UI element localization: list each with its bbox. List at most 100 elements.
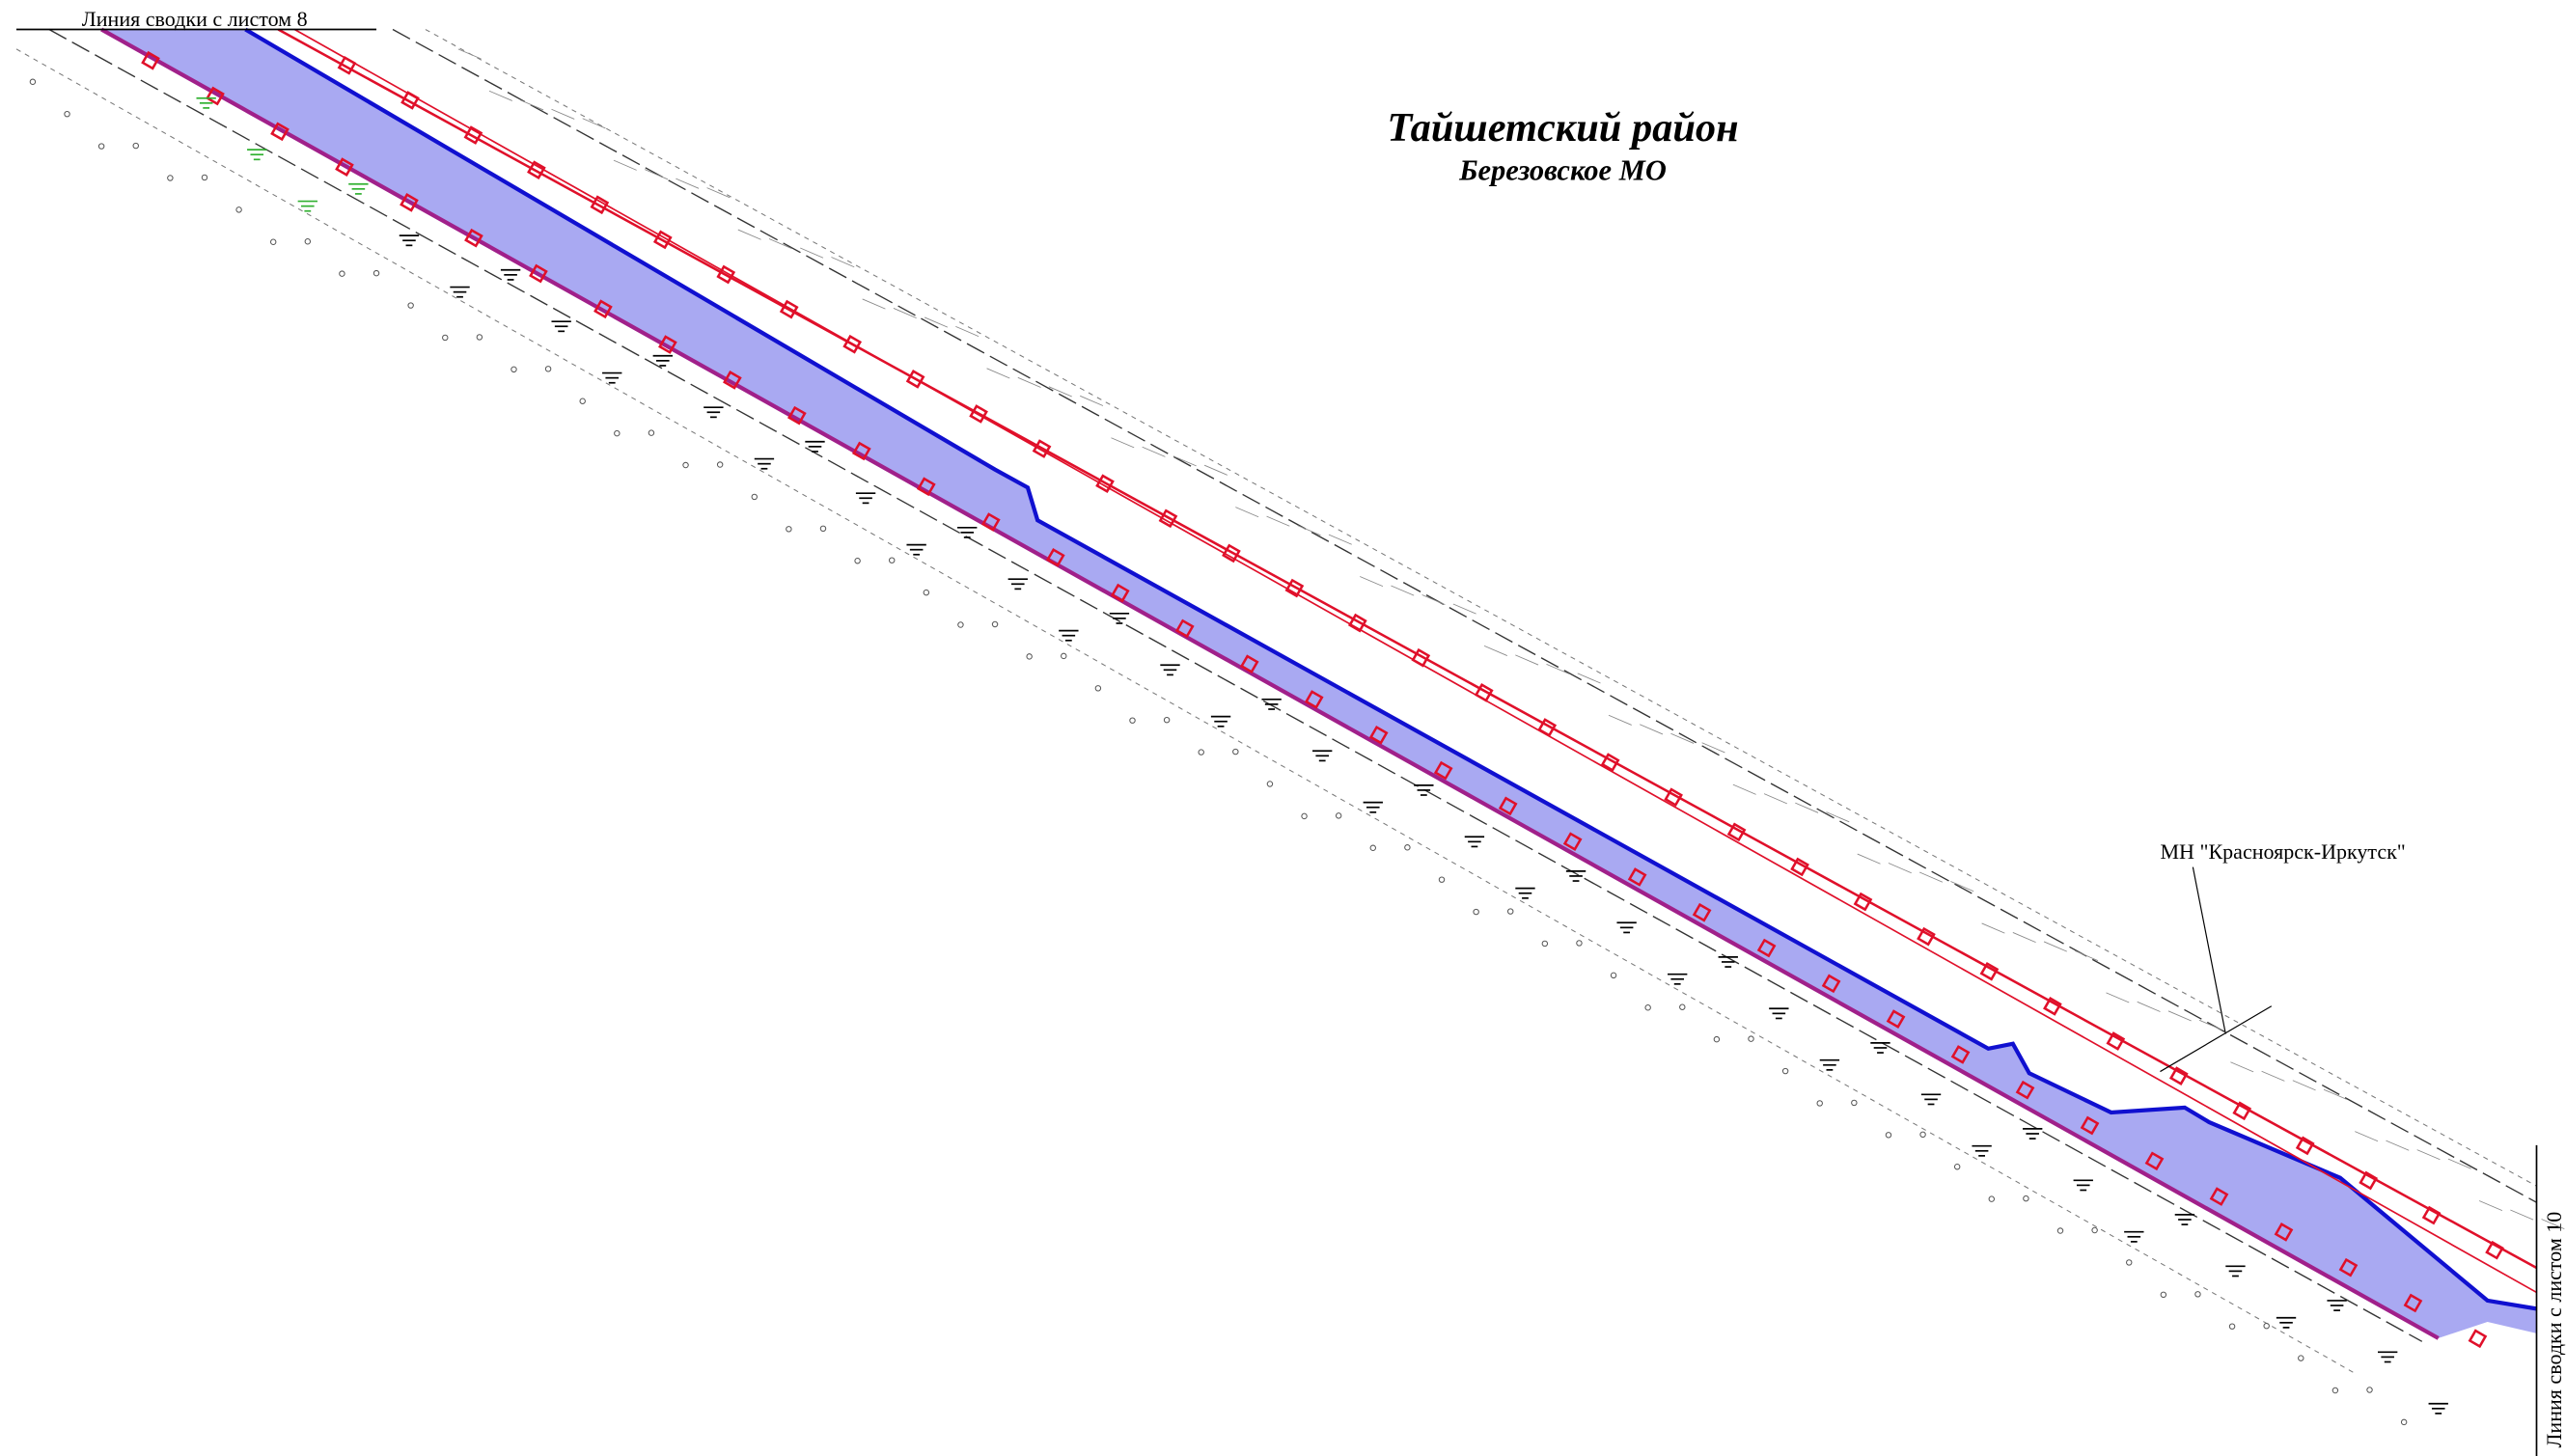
boundary-marker	[842, 334, 863, 354]
boundary-marker	[400, 193, 419, 212]
survey-point	[991, 620, 999, 628]
boundary-marker	[1032, 439, 1052, 458]
contour-tick	[768, 238, 792, 250]
contour-tick	[1546, 663, 1570, 674]
boundary-marker	[335, 157, 354, 177]
survey-point	[957, 621, 964, 628]
survey-point	[1816, 1100, 1823, 1107]
boundary-marker	[2295, 1136, 2315, 1156]
survey-point	[1061, 652, 1067, 660]
survey-point	[1232, 748, 1239, 755]
survey-point	[2331, 1387, 2339, 1394]
match-line-label: Линия сводки с листом 8	[82, 7, 308, 31]
contour-tick	[2075, 950, 2099, 961]
boundary-marker	[1692, 902, 1712, 922]
match-line-label: Линия сводки с листом 10	[2542, 1212, 2566, 1448]
contour-tick	[2510, 1209, 2534, 1221]
contour-tick	[2198, 1019, 2223, 1030]
contour-tick	[2012, 932, 2036, 943]
boundary-marker	[270, 122, 290, 142]
boundary-marker	[1917, 926, 1936, 947]
boundary-marker	[1174, 618, 1195, 639]
boundary-marker	[2274, 1222, 2294, 1242]
boundary-marker	[464, 228, 483, 248]
red-line-upper	[277, 28, 2538, 1270]
contour-tick	[520, 99, 544, 111]
contour-tick	[644, 169, 669, 180]
survey-point	[2298, 1355, 2304, 1361]
survey-point	[1438, 876, 1446, 883]
contour-tick	[1919, 871, 1944, 883]
boundary-marker	[2144, 1151, 2165, 1171]
contour-tick	[1452, 603, 1476, 615]
boundary-marker	[1347, 613, 1367, 633]
boundary-marker	[2421, 1205, 2442, 1225]
survey-point	[2023, 1195, 2029, 1202]
contour-tick	[2043, 941, 2067, 952]
survey-point	[476, 334, 483, 341]
contour-tick	[2478, 1200, 2503, 1212]
boundary-marker	[1158, 508, 1178, 529]
contour-tick	[2137, 1001, 2161, 1012]
boundary-marker	[2468, 1329, 2488, 1349]
contour-tick	[1981, 922, 2005, 934]
contour-tick	[2167, 1010, 2192, 1022]
survey-point	[2194, 1291, 2201, 1298]
contour-tick	[488, 90, 512, 101]
boundary-marker	[593, 299, 613, 319]
boundary-marker	[1562, 832, 1583, 852]
contour-tick	[831, 257, 855, 268]
survey-point	[2400, 1418, 2408, 1426]
survey-point	[923, 589, 930, 596]
survey-point	[97, 143, 105, 150]
dotted-line	[425, 29, 2537, 1187]
contour-tick	[862, 298, 886, 310]
boundary-marker	[2359, 1170, 2379, 1191]
contour-tick	[1142, 446, 1166, 457]
survey-point	[579, 398, 586, 404]
boundary-marker	[779, 299, 799, 319]
map-layer: Линия сводки с листом 8 Тайшетский район…	[15, 7, 2566, 1456]
dashed-line	[48, 28, 2423, 1342]
boundary-marker	[2015, 1080, 2035, 1100]
boundary-marker	[2106, 1031, 2126, 1051]
boundary-marker	[1095, 474, 1115, 494]
contour-tick	[955, 326, 979, 337]
boundary-marker	[2209, 1187, 2229, 1206]
boundary-marker	[337, 55, 357, 75]
boundary-marker	[1368, 725, 1389, 745]
boundary-marker	[1726, 822, 1747, 842]
boundary-marker	[1821, 974, 1841, 994]
contour-tick	[2541, 1219, 2565, 1230]
zone-area	[101, 29, 2537, 1338]
survey-point	[1266, 781, 1274, 787]
survey-point	[1335, 812, 1342, 819]
survey-point	[372, 269, 380, 277]
boundary-marker	[1474, 683, 1494, 702]
contour-tick	[1080, 395, 1104, 406]
survey-point	[888, 557, 896, 563]
zone-boundary	[244, 27, 2537, 1311]
boundary-marker	[2168, 1066, 2189, 1085]
survey-point	[1576, 940, 1583, 947]
contour-tick	[676, 178, 700, 189]
boundary-marker	[1756, 938, 1777, 958]
contour-tick	[1950, 881, 1974, 893]
survey-point	[1369, 844, 1376, 851]
contour-tick	[2355, 1131, 2379, 1142]
contour-tick	[551, 108, 575, 120]
survey-point	[407, 302, 414, 309]
boundary-marker	[529, 263, 548, 284]
contour-tick	[1763, 793, 1787, 805]
boundary-marker	[1853, 892, 1873, 912]
boundary-marker	[2403, 1293, 2423, 1313]
survey-point	[1781, 1067, 1789, 1075]
contour-tick	[2261, 1070, 2285, 1082]
contour-tick	[2292, 1080, 2316, 1091]
contour-tick	[1701, 742, 1725, 754]
survey-point	[786, 526, 792, 533]
survey-point	[167, 175, 174, 181]
survey-point	[716, 461, 724, 468]
